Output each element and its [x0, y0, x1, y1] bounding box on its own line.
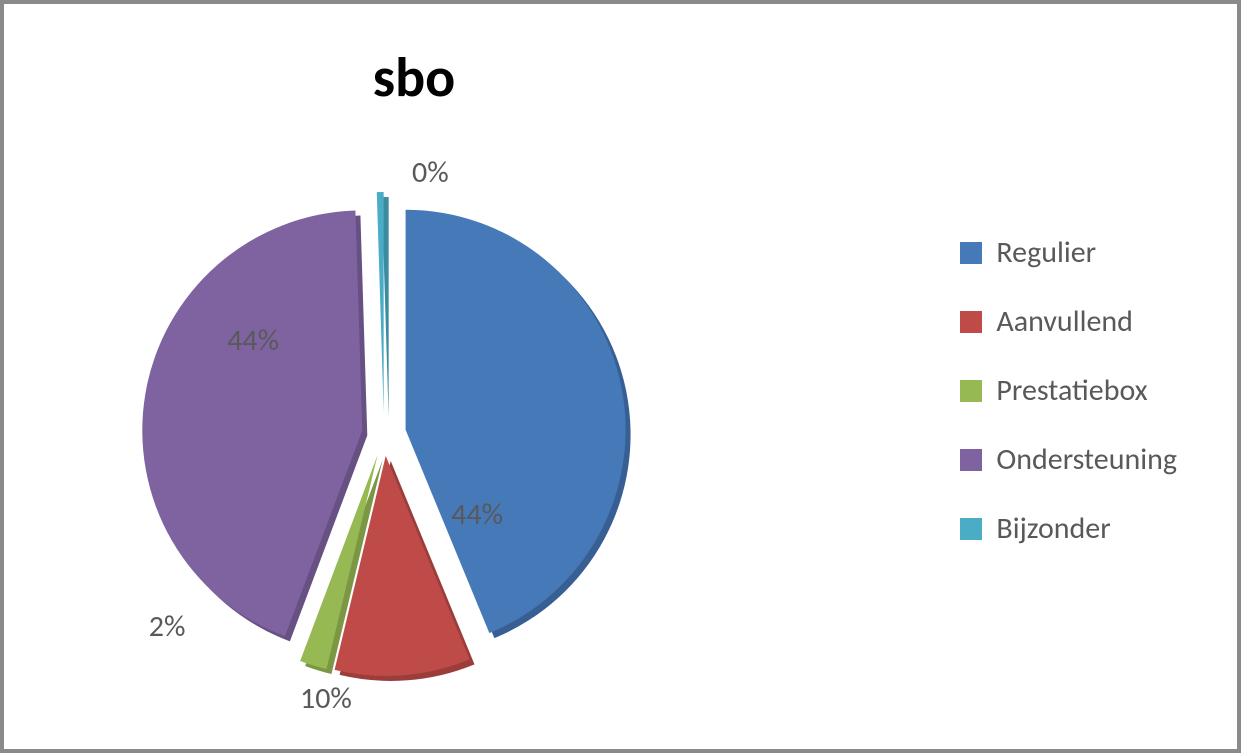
- legend-item-3: Ondersteuning: [960, 441, 1177, 478]
- legend-item-4: Bijzonder: [960, 510, 1177, 547]
- legend-swatch-icon: [960, 518, 982, 540]
- legend-swatch-icon: [960, 242, 982, 264]
- legend-label: Bijzonder: [996, 510, 1110, 547]
- pie-data-label-2: 2%: [149, 608, 186, 645]
- legend-swatch-icon: [960, 449, 982, 471]
- pie-data-label-0: 44%: [451, 496, 503, 533]
- pie-data-label-3: 44%: [227, 322, 279, 359]
- chart-title: sbo: [4, 44, 824, 112]
- legend-label: Prestatiebox: [996, 372, 1147, 409]
- legend-item-0: Regulier: [960, 234, 1177, 271]
- legend-label: Aanvullend: [996, 303, 1133, 340]
- pie-data-label-1: 10%: [300, 680, 352, 717]
- pie-slice-0: [406, 210, 626, 633]
- pie-chart: 44% 10% 2% 44% 0%: [104, 154, 664, 714]
- pie-slice-4: [377, 192, 384, 412]
- legend-swatch-icon: [960, 311, 982, 333]
- legend-label: Ondersteuning: [996, 441, 1177, 478]
- pie-slice-3: [142, 211, 362, 637]
- pie-data-label-4: 0%: [412, 154, 449, 191]
- chart-legend: Regulier Aanvullend Prestatiebox Ondersteun…: [960, 234, 1177, 547]
- legend-item-1: Aanvullend: [960, 303, 1177, 340]
- legend-swatch-icon: [960, 380, 982, 402]
- legend-label: Regulier: [996, 234, 1096, 271]
- pie-svg: [104, 154, 664, 714]
- chart-container: sbo 44% 10% 2% 44% 0% Regulier Aanvullend Pres…: [0, 0, 1241, 753]
- legend-item-2: Prestatiebox: [960, 372, 1177, 409]
